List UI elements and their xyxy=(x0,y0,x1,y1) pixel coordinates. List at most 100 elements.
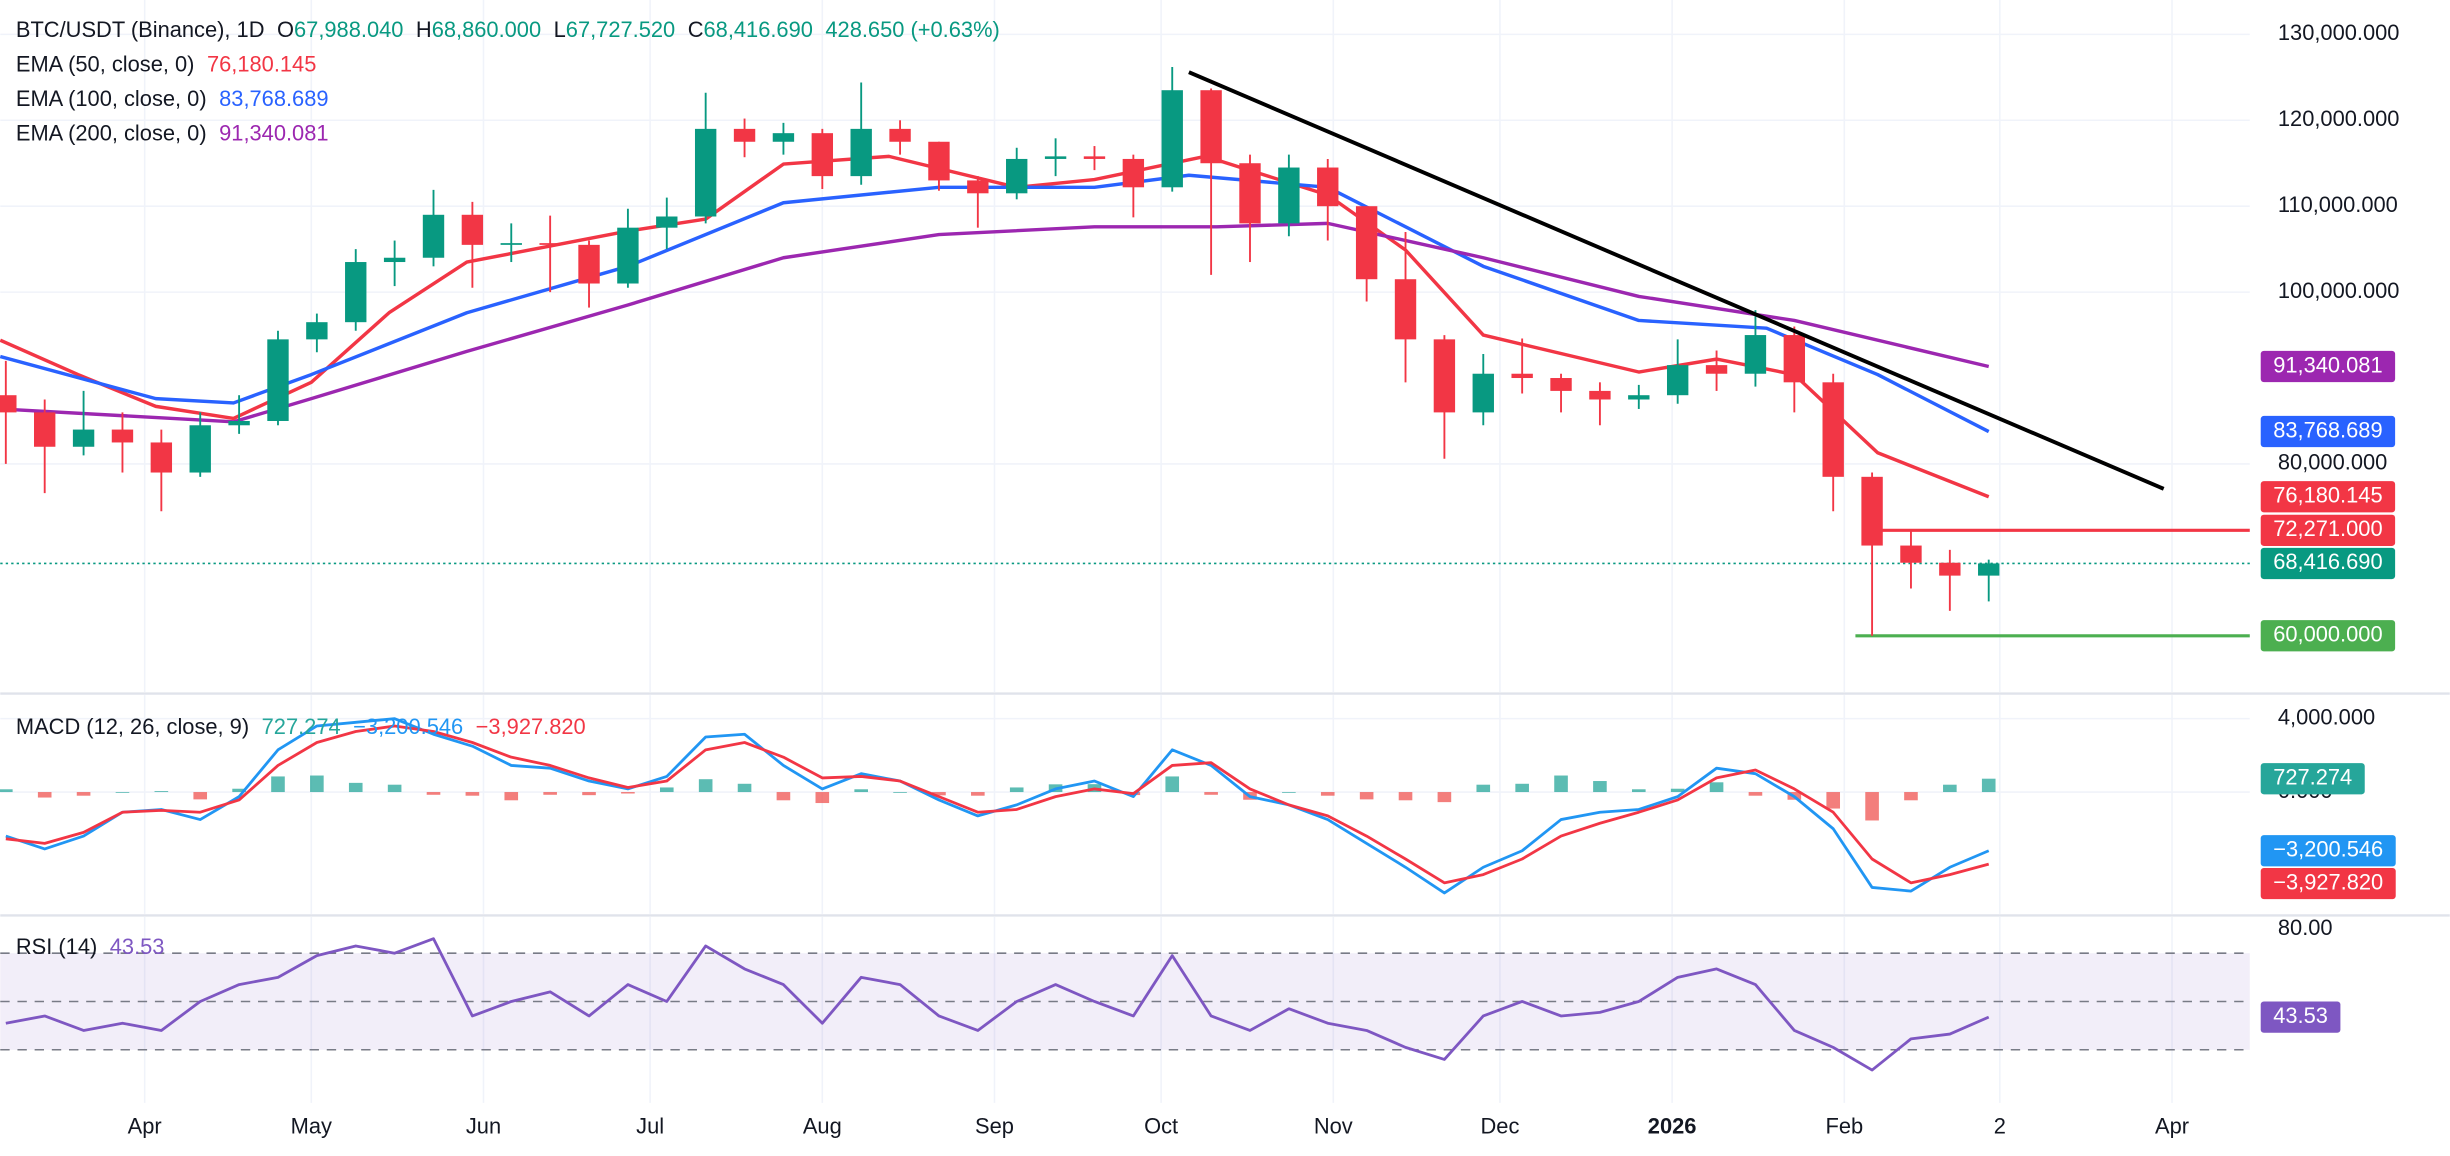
candle-body xyxy=(1861,476,1883,546)
histogram-bar xyxy=(76,792,91,796)
candle-body xyxy=(1783,335,1806,383)
x-tick-label: Jul xyxy=(636,1114,664,1139)
candle-body xyxy=(1161,90,1183,188)
ohlc-value: 67,988.040 xyxy=(294,17,403,42)
price-badge: 76,180.145 xyxy=(2260,481,2396,513)
histogram-bar xyxy=(348,782,363,793)
series-line xyxy=(0,221,1990,424)
badge-label: −3,200.546 xyxy=(2273,837,2383,862)
x-tick-label: Sep xyxy=(975,1114,1014,1139)
series-line xyxy=(5,724,1990,885)
histogram-bar xyxy=(1943,784,1957,793)
histogram-bar xyxy=(1554,775,1568,793)
candle-body xyxy=(850,128,872,177)
legend: EMA (50, close, 0) 76,180.145 xyxy=(16,51,316,76)
histogram-bar xyxy=(154,791,169,793)
histogram-bar xyxy=(504,792,519,801)
histogram-bar xyxy=(1709,782,1724,793)
histogram-bar xyxy=(971,792,985,796)
histogram-bar xyxy=(1515,783,1529,793)
legend-title: RSI (14) xyxy=(16,934,97,959)
candle-body xyxy=(1939,562,1961,576)
badge-box xyxy=(2260,620,2396,652)
histogram-bar xyxy=(1320,792,1335,796)
legend: RSI (14) 43.53 xyxy=(16,934,165,959)
price-badge: 83,768.689 xyxy=(2260,415,2396,448)
legend-value: 727.274 xyxy=(262,714,341,739)
x-tick-label: Jun xyxy=(466,1114,501,1139)
candle-body xyxy=(1978,563,2000,576)
histogram-bar xyxy=(1204,792,1218,795)
badge-box xyxy=(2260,415,2396,448)
y-tick-label: 80,000.000 xyxy=(2278,450,2387,475)
price-badge: 72,271.000 xyxy=(2260,514,2396,546)
candle-body xyxy=(1433,339,1456,413)
badge-label: 727.274 xyxy=(2273,764,2352,789)
legend-name: EMA (200, close, 0) xyxy=(16,120,207,145)
histogram-bar xyxy=(1865,792,1879,821)
marks-layer xyxy=(0,67,2250,1072)
candle-body xyxy=(306,322,328,340)
candle-body xyxy=(72,429,95,447)
candle-body xyxy=(1705,365,1728,374)
candle-body xyxy=(500,243,522,245)
badge-label: 72,271.000 xyxy=(2273,516,2382,541)
ohlc-key: O xyxy=(277,17,294,42)
candle-body xyxy=(1550,378,1572,391)
x-tick-label: Oct xyxy=(1144,1114,1178,1139)
trendline xyxy=(1188,70,2165,491)
candle-body xyxy=(1472,373,1494,413)
candle-body xyxy=(1278,167,1300,224)
price-badge: −3,200.546 xyxy=(2260,835,2396,867)
histogram-bar xyxy=(0,789,13,793)
candle-body xyxy=(34,412,56,447)
histogram-bar xyxy=(271,776,285,793)
legend: EMA (200, close, 0) 91,340.081 xyxy=(16,120,329,145)
y-tick-label: 120,000.000 xyxy=(2278,106,2400,131)
histogram-bar xyxy=(543,792,557,795)
y-tick-label: 110,000.000 xyxy=(2278,192,2398,217)
candle-body xyxy=(1589,390,1611,400)
price-badge: 68,416.690 xyxy=(2260,547,2396,580)
legend-name: EMA (50, close, 0) xyxy=(16,51,195,76)
candle-body xyxy=(1900,545,1922,563)
badge-box xyxy=(2260,547,2396,580)
candle-body xyxy=(1511,373,1533,379)
y-tick-label: 130,000.000 xyxy=(2278,20,2400,45)
candle-body xyxy=(0,395,17,413)
badge-box xyxy=(2260,867,2396,900)
badge-label: 43.53 xyxy=(2273,1003,2328,1028)
candle-body xyxy=(422,214,445,258)
candle-body xyxy=(1355,206,1378,280)
histogram-bar xyxy=(1359,792,1374,800)
legend: BTC/USDT (Binance), 1D O67,988.040 H68,860… xyxy=(16,17,1000,42)
badge-label: 60,000.000 xyxy=(2273,622,2382,647)
labels-layer: 80,000.000 100,000.000 110,000.000 120,000.… xyxy=(128,20,2400,1139)
y-tick-label: 80.00 xyxy=(2278,915,2333,940)
candle-body xyxy=(694,128,717,217)
histogram-bar xyxy=(310,775,324,793)
candle-body xyxy=(733,128,756,142)
candle-body xyxy=(1122,158,1145,188)
legend-title: BTC/USDT (Binance), 1D xyxy=(16,17,265,42)
ohlc-value: 68,860.000 xyxy=(432,17,541,42)
histogram-bar xyxy=(232,788,246,793)
candle-body xyxy=(189,425,211,473)
histogram-bar xyxy=(387,784,402,793)
histogram-bar xyxy=(1748,792,1763,796)
candle-body xyxy=(811,133,834,177)
candle-body xyxy=(967,180,989,194)
histogram-bar xyxy=(115,792,130,793)
histogram-bar xyxy=(893,792,907,793)
histogram-bar xyxy=(1282,792,1296,793)
histogram-bar xyxy=(737,783,752,793)
ohlc-value: 67,727.520 xyxy=(566,17,675,42)
candle-body xyxy=(1317,167,1339,207)
ohlc-key: C xyxy=(688,17,704,42)
histogram-bar xyxy=(465,792,480,796)
histogram-bar xyxy=(1631,789,1646,793)
histogram-bar xyxy=(1593,781,1607,793)
legend-value: −3,200.546 xyxy=(353,714,463,739)
candle-body xyxy=(539,243,561,245)
badges-layer: BTC/USDT (Binance), 1D O67,988.040 H68,860… xyxy=(16,17,2396,1033)
